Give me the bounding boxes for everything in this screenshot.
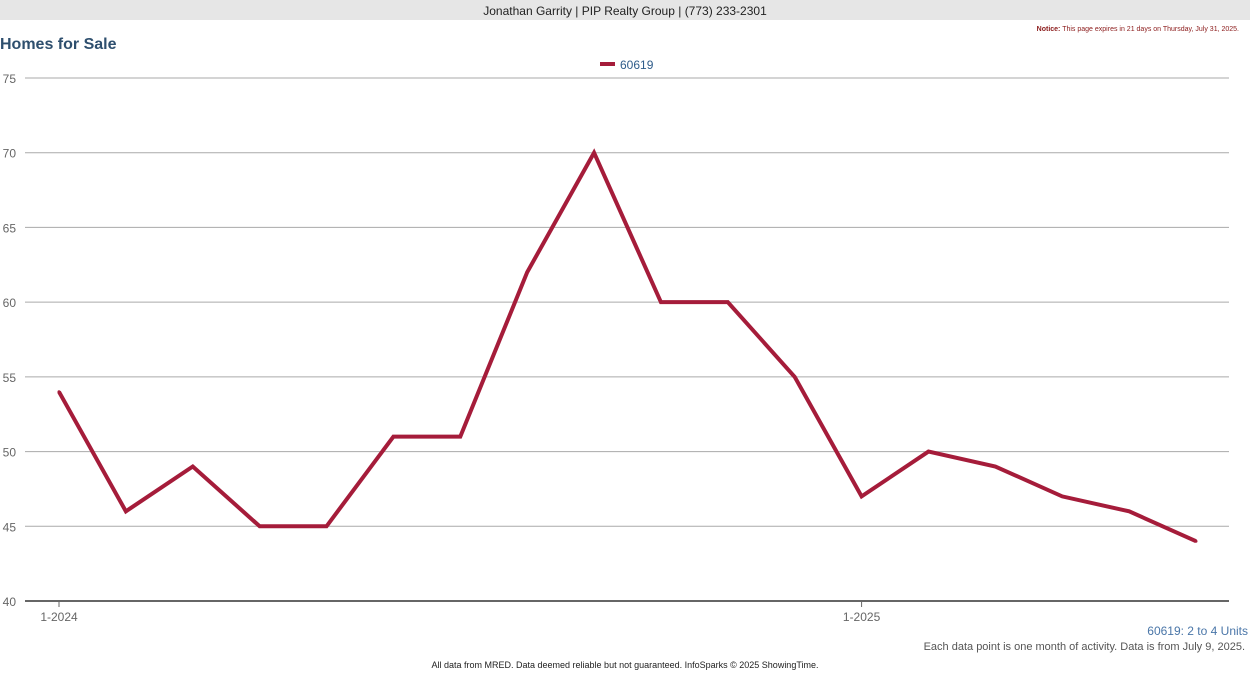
data-point: [993, 465, 997, 469]
y-axis-ticks: 40 45 50 55 60 65 70 75: [3, 72, 17, 609]
series-line-60619: [57, 148, 1197, 544]
x-tick-label: 1-2025: [843, 610, 881, 624]
data-point: [1060, 494, 1064, 498]
y-tick-label: 65: [3, 221, 17, 235]
data-point: [592, 151, 596, 155]
y-tick-label: 50: [3, 446, 17, 460]
data-point: [258, 524, 262, 528]
chart-title: Homes for Sale: [0, 36, 117, 53]
y-tick-label: 70: [3, 147, 17, 161]
data-point: [860, 494, 864, 498]
agent-header: Jonathan Garrity | PIP Realty Group | (7…: [0, 0, 1250, 20]
footer-disclaimer: All data from MRED. Data deemed reliable…: [431, 660, 819, 670]
y-tick-label: 60: [3, 296, 17, 310]
data-point: [659, 300, 663, 304]
data-point: [793, 375, 797, 379]
units-label: 60619: 2 to 4 Units: [1147, 624, 1248, 638]
data-point: [458, 435, 462, 439]
legend: 60619: [600, 58, 654, 72]
data-point: [191, 465, 195, 469]
series-layer: [57, 148, 1198, 544]
data-point: [391, 435, 395, 439]
data-note: Each data point is one month of activity…: [923, 641, 1245, 653]
data-point: [525, 270, 529, 274]
notice-text: This page expires in 21 days on Thursday…: [1060, 26, 1239, 33]
y-tick-label: 45: [3, 520, 17, 534]
grid-lines: [25, 77, 1229, 527]
expiry-notice: Notice: This page expires in 21 days on …: [1037, 26, 1239, 33]
data-point: [726, 300, 730, 304]
notice-label: Notice:: [1036, 26, 1061, 33]
data-point: [1194, 539, 1198, 543]
data-point: [124, 509, 128, 513]
data-point: [1127, 509, 1131, 513]
line-chart: 40 45 50 55 60 65 70 75 1-2024 1-2025 60619: [3, 58, 1229, 624]
y-tick-label: 40: [3, 595, 17, 609]
y-tick-label: 75: [3, 72, 17, 86]
data-point: [57, 390, 61, 394]
x-tick-label: 1-2024: [40, 610, 78, 624]
y-tick-label: 55: [3, 371, 17, 385]
data-point: [926, 450, 930, 454]
data-point: [325, 524, 329, 528]
x-axis: 1-2024 1-2025: [25, 600, 1229, 624]
legend-label: 60619: [620, 58, 654, 72]
